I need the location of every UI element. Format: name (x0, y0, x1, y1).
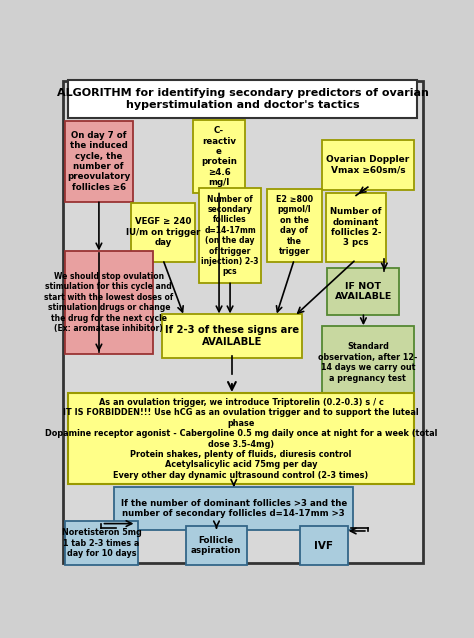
FancyBboxPatch shape (267, 189, 322, 262)
FancyBboxPatch shape (114, 487, 353, 530)
Text: Standard
observation, after 12-
14 days we carry out
a pregnancy test: Standard observation, after 12- 14 days … (318, 343, 418, 383)
FancyBboxPatch shape (131, 203, 195, 262)
FancyBboxPatch shape (65, 121, 133, 202)
Text: We should stop ovulation
stimulation for this cycle and
start with the lowest do: We should stop ovulation stimulation for… (44, 272, 173, 333)
Text: On day 7 of
the induced
cycle, the
number of
preovulatory
follicles ≥6: On day 7 of the induced cycle, the numbe… (67, 131, 130, 192)
FancyBboxPatch shape (65, 521, 138, 565)
Text: Noretisteron 5mg
1 tab 2-3 times a
day for 10 days: Noretisteron 5mg 1 tab 2-3 times a day f… (62, 528, 141, 558)
FancyBboxPatch shape (63, 82, 423, 563)
Text: C-
reactiv
e
protein
≥4.6
mg/l: C- reactiv e protein ≥4.6 mg/l (201, 126, 237, 187)
FancyBboxPatch shape (68, 394, 414, 484)
Text: Ovarian Doppler
Vmax ≥60sm/s: Ovarian Doppler Vmax ≥60sm/s (326, 155, 410, 175)
FancyBboxPatch shape (300, 526, 347, 565)
FancyBboxPatch shape (199, 188, 261, 283)
Text: Number of
dominant
follicles 2-
3 pcs: Number of dominant follicles 2- 3 pcs (330, 207, 382, 248)
FancyBboxPatch shape (186, 526, 246, 565)
FancyBboxPatch shape (193, 121, 245, 193)
FancyBboxPatch shape (68, 80, 418, 118)
FancyBboxPatch shape (162, 314, 301, 358)
FancyBboxPatch shape (322, 140, 414, 189)
FancyBboxPatch shape (328, 268, 399, 315)
Text: Follicle
aspiration: Follicle aspiration (191, 536, 241, 556)
FancyBboxPatch shape (326, 193, 386, 262)
Text: IF NOT
AVAILABLE: IF NOT AVAILABLE (335, 282, 392, 301)
Text: If 2-3 of these signs are
AVAILABLE: If 2-3 of these signs are AVAILABLE (165, 325, 299, 346)
Text: If the number of dominant follicles >3 and the
number of secondary follicles d=1: If the number of dominant follicles >3 a… (120, 499, 347, 518)
Text: VEGF ≥ 240
IU/m on trigger
day: VEGF ≥ 240 IU/m on trigger day (126, 218, 200, 247)
FancyBboxPatch shape (322, 325, 414, 399)
Text: ALGORITHM for identifying secondary predictors of ovarian
hyperstimulation and d: ALGORITHM for identifying secondary pred… (57, 88, 429, 110)
Text: Number of
secondary
follicles
d=14-17mm
(on the day
of trigger
injection) 2-3
pc: Number of secondary follicles d=14-17mm … (201, 195, 259, 276)
FancyBboxPatch shape (65, 251, 153, 354)
Text: As an ovulation trigger, we introduce Triptorelin (0.2-0.3) s / c
IT IS FORBIDDE: As an ovulation trigger, we introduce Tr… (45, 398, 438, 480)
Text: E2 ≥800
pgmol/l
on the
day of
the
trigger: E2 ≥800 pgmol/l on the day of the trigge… (276, 195, 313, 256)
Text: IVF: IVF (314, 541, 333, 551)
